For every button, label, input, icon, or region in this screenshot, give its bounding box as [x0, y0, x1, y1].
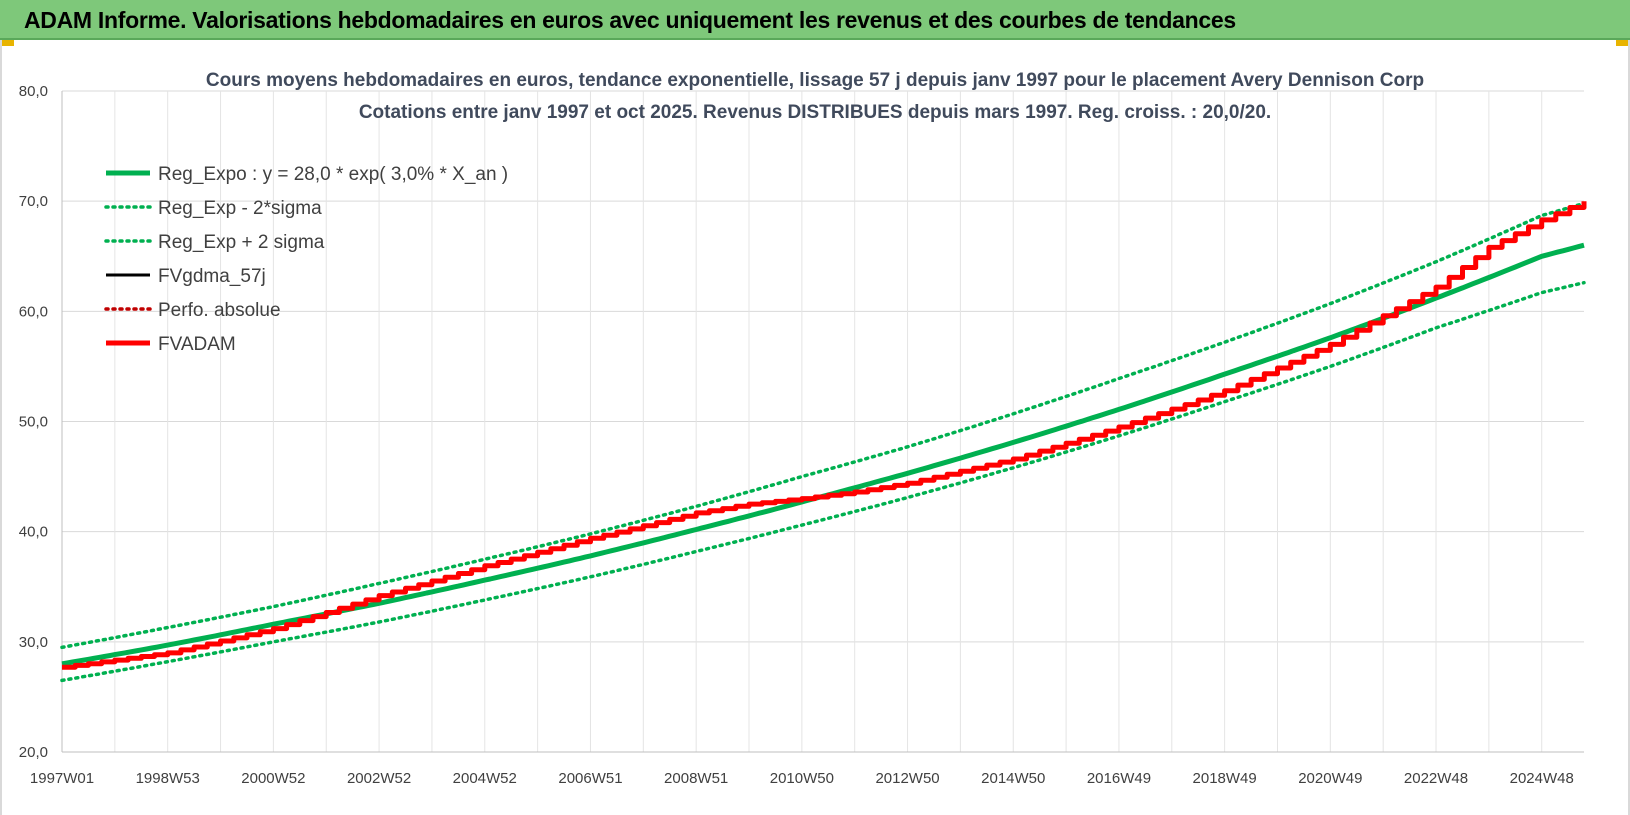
- x-tick-label: 2016W49: [1087, 770, 1151, 787]
- x-tick-label: 1998W53: [136, 770, 200, 787]
- x-tick-label: 2020W49: [1298, 770, 1362, 787]
- series-layer: [60, 201, 1587, 683]
- legend-label: Perfo. absolue: [158, 300, 281, 321]
- x-tick-label: 2002W52: [347, 770, 411, 787]
- grid-lines: [61, 90, 1584, 753]
- series-line-0: [61, 242, 1585, 667]
- legend-label: FVgdma_57j: [158, 266, 266, 287]
- y-axis: 20,0 30,0 40,0 50,0 60,0 70,0 80,0: [19, 83, 48, 761]
- y-tick-label: 20,0: [19, 744, 48, 761]
- y-tick-label: 80,0: [19, 83, 48, 100]
- x-tick-label: 2012W50: [875, 770, 939, 787]
- series-line-2: [60, 201, 1586, 650]
- legend: Reg_Expo : y = 28,0 * exp( 3,0% * X_an )…: [104, 164, 508, 355]
- corner-marker-right: [1616, 40, 1630, 46]
- x-tick-label: 2018W49: [1193, 770, 1257, 787]
- y-tick-label: 50,0: [19, 414, 48, 431]
- chart-title-line-2: Cotations entre janv 1997 et oct 2025. R…: [359, 102, 1271, 123]
- series-line-5: [62, 201, 1587, 670]
- legend-label: FVADAM: [158, 334, 236, 355]
- x-tick-label: 1997W01: [30, 770, 94, 787]
- x-axis: 1997W01 1998W53 2000W52 2002W52 2004W52 2006W…: [30, 770, 1574, 787]
- x-tick-label: 2010W50: [770, 770, 834, 787]
- x-tick-label: 2000W52: [241, 770, 305, 787]
- x-tick-label: 2006W51: [558, 770, 622, 787]
- x-tick-label: 2022W48: [1404, 770, 1468, 787]
- y-tick-label: 30,0: [19, 634, 48, 651]
- y-tick-label: 60,0: [19, 303, 48, 320]
- legend-label: Reg_Exp + 2 sigma: [158, 232, 325, 253]
- report-title: ADAM Informe. Valorisations hebdomadaire…: [24, 7, 1236, 33]
- corner-marker-left: [0, 40, 14, 46]
- chart-frame: [0, 40, 1630, 815]
- legend-label: Reg_Exp - 2*sigma: [158, 198, 322, 219]
- chart-title-line-1: Cours moyens hebdomadaires en euros, ten…: [206, 70, 1424, 91]
- x-tick-label: 2008W51: [664, 770, 728, 787]
- series-line-1: [60, 280, 1586, 683]
- y-tick-label: 70,0: [19, 193, 48, 210]
- x-tick-label: 2024W48: [1510, 770, 1574, 787]
- x-tick-label: 2014W50: [981, 770, 1045, 787]
- chart-title: Cours moyens hebdomadaires en euros, ten…: [206, 70, 1424, 123]
- x-tick-label: 2004W52: [453, 770, 517, 787]
- report-header: ADAM Informe. Valorisations hebdomadaire…: [0, 0, 1630, 40]
- legend-label: Reg_Expo : y = 28,0 * exp( 3,0% * X_an ): [158, 164, 508, 185]
- y-tick-label: 40,0: [19, 524, 48, 541]
